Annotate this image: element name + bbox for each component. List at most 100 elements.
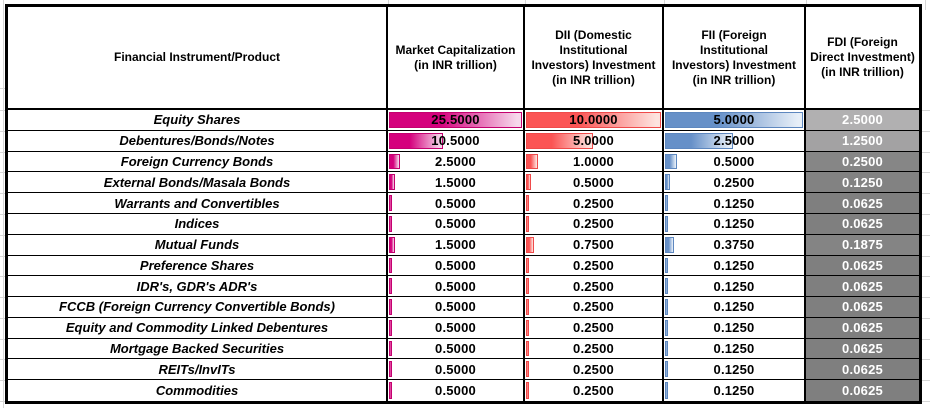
- dii-cell[interactable]: 0.2500: [525, 359, 664, 381]
- fdi-value: 0.0625: [842, 216, 883, 232]
- fdi-cell[interactable]: 0.0625: [806, 380, 919, 401]
- gridline-stub: [922, 110, 930, 111]
- fii-cell[interactable]: 0.1250: [664, 276, 806, 298]
- fii-cell[interactable]: 0.1250: [664, 380, 806, 401]
- product-cell[interactable]: Indices: [8, 213, 388, 235]
- market-cap-cell[interactable]: 0.5000: [388, 193, 525, 214]
- market-cap-cell[interactable]: 1.5000: [388, 172, 525, 194]
- fii-cell[interactable]: 0.2500: [664, 172, 806, 194]
- market-cap-cell[interactable]: 0.5000: [388, 255, 525, 277]
- fii-cell[interactable]: 0.1250: [664, 193, 806, 214]
- gridline-stub: [922, 214, 930, 215]
- fdi-cell[interactable]: 0.0625: [806, 359, 919, 381]
- dii-cell[interactable]: 0.2500: [525, 297, 664, 318]
- header-dii[interactable]: DII (Domestic Institutional Investors) I…: [525, 7, 664, 110]
- market-cap-cell[interactable]: 10.5000: [388, 130, 525, 152]
- fii-cell[interactable]: 0.1250: [664, 297, 806, 318]
- dii-cell[interactable]: 0.2500: [525, 276, 664, 298]
- dii-databar: [526, 278, 529, 295]
- fdi-cell[interactable]: 0.0625: [806, 193, 919, 214]
- fii-databar: [665, 174, 670, 191]
- product-cell[interactable]: Debentures/Bonds/Notes: [8, 130, 388, 152]
- fii-cell[interactable]: 5.0000: [664, 110, 806, 131]
- market-cap-cell[interactable]: 0.5000: [388, 380, 525, 401]
- dii-cell[interactable]: 1.0000: [525, 151, 664, 173]
- market-cap-cell[interactable]: 0.5000: [388, 338, 525, 360]
- dii-cell[interactable]: 0.5000: [525, 172, 664, 194]
- market-cap-cell[interactable]: 0.5000: [388, 317, 525, 339]
- fii-value: 2.5000: [713, 133, 755, 149]
- dii-cell[interactable]: 0.2500: [525, 317, 664, 339]
- market-cap-databar: [389, 195, 392, 211]
- gridline-stub: [922, 401, 930, 402]
- product-cell[interactable]: Preference Shares: [8, 255, 388, 277]
- gridline-stub: [922, 359, 930, 360]
- gridline-stub: [0, 110, 5, 111]
- product-cell[interactable]: Mortgage Backed Securities: [8, 338, 388, 360]
- fii-cell[interactable]: 0.1250: [664, 213, 806, 235]
- fdi-cell[interactable]: 0.1875: [806, 234, 919, 256]
- dii-cell[interactable]: 0.2500: [525, 380, 664, 401]
- dii-databar: [526, 195, 529, 211]
- gridline-stub: [0, 131, 5, 132]
- fii-cell[interactable]: 0.1250: [664, 359, 806, 381]
- product-cell[interactable]: FCCB (Foreign Currency Convertible Bonds…: [8, 297, 388, 318]
- fdi-cell[interactable]: 0.0625: [806, 317, 919, 339]
- product-cell[interactable]: Equity and Commodity Linked Debentures: [8, 317, 388, 339]
- market-cap-databar: [389, 361, 392, 378]
- dii-cell[interactable]: 0.2500: [525, 213, 664, 235]
- product-cell[interactable]: External Bonds/Masala Bonds: [8, 172, 388, 194]
- gridline-stub: [0, 256, 5, 257]
- fii-cell[interactable]: 2.5000: [664, 130, 806, 152]
- market-cap-cell[interactable]: 0.5000: [388, 276, 525, 298]
- fdi-cell[interactable]: 0.0625: [806, 276, 919, 298]
- market-cap-databar: [389, 278, 392, 295]
- product-cell[interactable]: Warrants and Convertibles: [8, 193, 388, 214]
- market-cap-cell[interactable]: 2.5000: [388, 151, 525, 173]
- market-cap-cell[interactable]: 1.5000: [388, 234, 525, 256]
- product-cell[interactable]: REITs/InvITs: [8, 359, 388, 381]
- fdi-cell[interactable]: 0.0625: [806, 255, 919, 277]
- dii-cell[interactable]: 10.0000: [525, 110, 664, 131]
- dii-cell[interactable]: 0.2500: [525, 255, 664, 277]
- header-fdi[interactable]: FDI (Foreign Direct Investment) (in INR …: [806, 7, 919, 110]
- gridline-stub: [922, 131, 930, 132]
- market-cap-databar: [389, 319, 392, 336]
- fii-cell[interactable]: 0.5000: [664, 151, 806, 173]
- market-cap-databar: [389, 340, 392, 357]
- dii-value: 0.2500: [573, 257, 614, 273]
- product-cell[interactable]: Equity Shares: [8, 110, 388, 131]
- fii-cell[interactable]: 0.1250: [664, 255, 806, 277]
- fdi-cell[interactable]: 0.1250: [806, 172, 919, 194]
- dii-value: 0.7500: [573, 237, 614, 253]
- product-cell[interactable]: Mutual Funds: [8, 234, 388, 256]
- gridline-stub: [0, 318, 5, 319]
- product-label: Debentures/Bonds/Notes: [119, 133, 275, 149]
- fdi-cell[interactable]: 0.0625: [806, 297, 919, 318]
- market-cap-cell[interactable]: 0.5000: [388, 213, 525, 235]
- fdi-cell[interactable]: 0.0625: [806, 338, 919, 360]
- dii-cell[interactable]: 0.7500: [525, 234, 664, 256]
- header-product[interactable]: Financial Instrument/Product: [8, 7, 388, 110]
- header-market-cap[interactable]: Market Capitalization (in INR trillion): [388, 7, 525, 110]
- market-cap-cell[interactable]: 25.5000: [388, 110, 525, 131]
- header-fii[interactable]: FII (Foreign Institutional Investors) In…: [664, 7, 806, 110]
- market-cap-cell[interactable]: 0.5000: [388, 359, 525, 381]
- product-cell[interactable]: Foreign Currency Bonds: [8, 151, 388, 173]
- dii-cell[interactable]: 0.2500: [525, 193, 664, 214]
- product-cell[interactable]: Commodities: [8, 380, 388, 401]
- product-cell[interactable]: IDR's, GDR's ADR's: [8, 276, 388, 298]
- fdi-cell[interactable]: 0.2500: [806, 151, 919, 173]
- fdi-cell[interactable]: 0.0625: [806, 213, 919, 235]
- dii-cell[interactable]: 5.0000: [525, 130, 664, 152]
- fdi-cell[interactable]: 1.2500: [806, 130, 919, 152]
- gridline-stub: [922, 297, 930, 298]
- fii-databar: [665, 340, 668, 357]
- fdi-cell[interactable]: 2.5000: [806, 110, 919, 131]
- dii-cell[interactable]: 0.2500: [525, 338, 664, 360]
- fii-cell[interactable]: 0.1250: [664, 338, 806, 360]
- gridline-stub: [0, 297, 5, 298]
- market-cap-cell[interactable]: 0.5000: [388, 297, 525, 318]
- fii-cell[interactable]: 0.3750: [664, 234, 806, 256]
- fii-cell[interactable]: 0.1250: [664, 317, 806, 339]
